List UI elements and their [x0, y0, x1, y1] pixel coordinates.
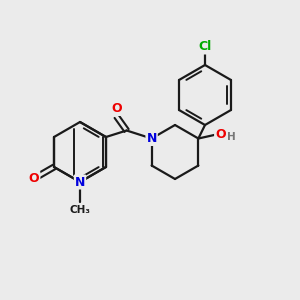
Text: CH₃: CH₃ [70, 205, 91, 215]
Text: H: H [227, 131, 236, 142]
Text: O: O [29, 172, 39, 185]
Text: O: O [215, 128, 226, 141]
Text: Cl: Cl [198, 40, 212, 53]
Text: O: O [111, 102, 122, 115]
Text: N: N [75, 176, 85, 188]
Text: N: N [146, 132, 157, 145]
